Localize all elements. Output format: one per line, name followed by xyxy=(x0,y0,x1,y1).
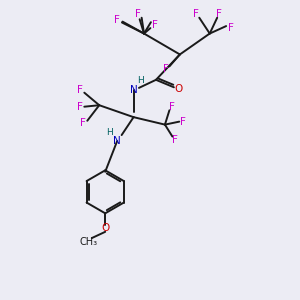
Text: N: N xyxy=(130,85,137,95)
Text: F: F xyxy=(216,9,222,19)
Text: F: F xyxy=(180,117,186,127)
Text: F: F xyxy=(152,20,158,30)
Text: F: F xyxy=(228,22,234,33)
Text: H: H xyxy=(106,128,113,137)
Text: N: N xyxy=(113,136,121,146)
Text: O: O xyxy=(101,223,109,233)
Text: F: F xyxy=(77,85,83,95)
Text: F: F xyxy=(80,118,86,128)
Text: F: F xyxy=(172,134,178,145)
Text: CH₃: CH₃ xyxy=(80,237,98,247)
Text: F: F xyxy=(164,64,169,74)
Text: F: F xyxy=(77,102,83,112)
Text: F: F xyxy=(193,9,199,19)
Text: O: O xyxy=(174,84,182,94)
Text: H: H xyxy=(137,76,143,85)
Text: F: F xyxy=(169,102,175,112)
Text: F: F xyxy=(135,9,141,19)
Text: F: F xyxy=(114,15,120,25)
